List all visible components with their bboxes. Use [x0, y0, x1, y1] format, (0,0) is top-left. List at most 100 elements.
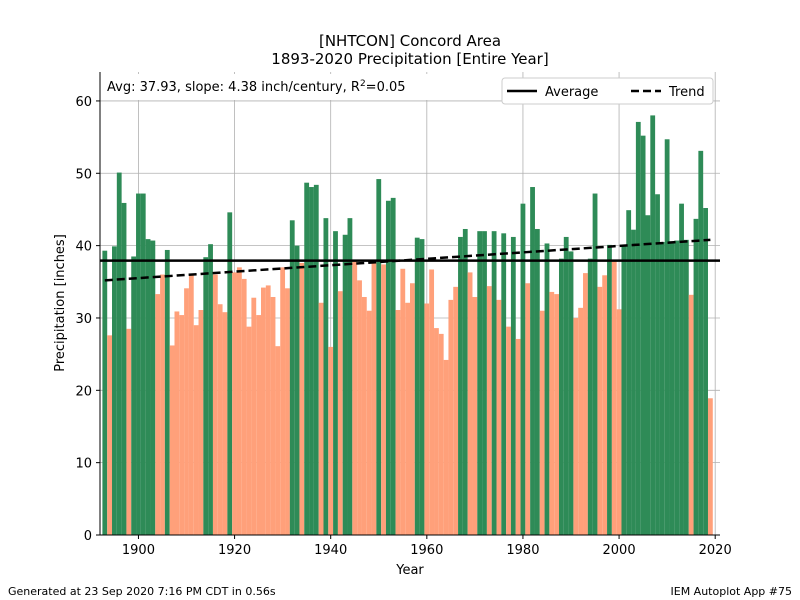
- bar-1971: [477, 231, 483, 535]
- bars: [102, 115, 713, 536]
- bar-2012: [674, 240, 680, 535]
- legend-trend-label: Trend: [668, 85, 705, 100]
- bar-1906: [164, 249, 170, 535]
- bar-1948: [366, 310, 372, 535]
- annotation-superscript: 2: [360, 79, 366, 89]
- bar-1927: [265, 285, 271, 535]
- bar-2005: [640, 135, 646, 535]
- bar-1909: [179, 315, 185, 535]
- bar-1984: [539, 310, 545, 535]
- bar-1990: [568, 251, 574, 535]
- bar-1923: [246, 326, 252, 535]
- bar-1953: [390, 197, 396, 536]
- bar-1919: [227, 212, 233, 536]
- bar-1955: [400, 268, 406, 535]
- bar-1996: [597, 286, 603, 535]
- bar-1957: [410, 283, 415, 535]
- bar-1980: [520, 203, 526, 535]
- bar-1938: [318, 302, 324, 535]
- bar-1992: [578, 307, 584, 535]
- bar-1917: [217, 304, 223, 535]
- bar-1965: [448, 299, 454, 535]
- bar-2009: [659, 242, 665, 535]
- bar-2008: [655, 194, 660, 536]
- bar-1903: [150, 240, 156, 535]
- bar-1932: [289, 220, 295, 535]
- legend: Average Trend: [501, 77, 714, 105]
- reference-lines: [100, 238, 720, 282]
- x-tick-label: 2000: [603, 543, 636, 558]
- bar-1934: [299, 262, 305, 535]
- bar-2007: [650, 115, 656, 535]
- bar-2004: [635, 121, 641, 536]
- bar-1947: [361, 296, 367, 535]
- bar-1973: [486, 286, 492, 535]
- bar-1898: [126, 328, 132, 535]
- x-tick-label: 2020: [699, 543, 732, 558]
- bar-2013: [679, 203, 684, 535]
- bar-1987: [554, 294, 559, 535]
- bar-1940: [328, 346, 334, 535]
- bar-1910: [184, 288, 189, 535]
- bar-1946: [357, 280, 362, 535]
- x-tick-label: 1920: [218, 543, 251, 558]
- bar-1939: [323, 218, 329, 535]
- bar-1945: [352, 260, 358, 535]
- bar-1928: [270, 296, 276, 535]
- bar-1988: [558, 258, 564, 535]
- bar-1981: [525, 283, 531, 535]
- bar-1951: [381, 264, 386, 535]
- bar-1908: [174, 311, 180, 535]
- bar-1960: [424, 303, 430, 535]
- bar-2006: [645, 215, 651, 535]
- bar-2017: [698, 150, 704, 536]
- bar-1941: [333, 231, 338, 535]
- bar-1974: [491, 231, 497, 535]
- bar-1979: [515, 338, 521, 535]
- bar-1922: [241, 278, 247, 535]
- x-tick-label: 1960: [410, 543, 443, 558]
- bar-2016: [693, 218, 699, 535]
- bar-1902: [145, 239, 151, 535]
- bar-1959: [419, 239, 425, 535]
- bar-2002: [626, 210, 632, 535]
- bar-1976: [501, 233, 507, 535]
- bar-1905: [160, 274, 165, 535]
- bar-1920: [232, 272, 237, 535]
- bar-1907: [169, 345, 175, 535]
- bar-2019: [707, 398, 713, 535]
- bar-2018: [703, 208, 708, 535]
- bar-1967: [458, 236, 463, 535]
- annotation-suffix: =0.05: [366, 80, 406, 95]
- bar-1924: [251, 297, 257, 535]
- bar-1956: [405, 302, 410, 535]
- bar-1895: [112, 246, 117, 535]
- tick-labels: 1900 1920 1940 1960 1980 2000 2020 0 10 20 30 40 50 6…: [75, 95, 731, 558]
- bar-1962: [434, 328, 439, 535]
- y-tick-label: 10: [75, 457, 92, 472]
- bar-1896: [116, 172, 122, 536]
- stats-annotation: Avg: 37.93, slope: 4.38 inch/century, R2…: [102, 74, 432, 100]
- bar-1989: [563, 236, 569, 535]
- bar-1893: [102, 250, 108, 535]
- y-tick-label: 60: [75, 95, 92, 110]
- bar-1911: [188, 273, 194, 535]
- y-tick-label: 50: [75, 167, 92, 182]
- bar-1958: [414, 237, 420, 536]
- bar-1950: [376, 179, 382, 535]
- bar-1975: [496, 299, 502, 535]
- trend-line: [104, 238, 711, 282]
- x-tick-label: 1900: [122, 543, 155, 558]
- footer-generated: Generated at 23 Sep 2020 7:16 PM CDT in …: [8, 585, 276, 598]
- bar-1968: [462, 228, 468, 535]
- y-axis-label: Precipitation [inches]: [53, 234, 68, 372]
- bar-1986: [549, 291, 555, 535]
- bar-1921: [236, 267, 242, 535]
- bar-1972: [482, 231, 487, 535]
- annotation-text: Avg: 37.93, slope: 4.38 inch/century, R: [107, 80, 360, 95]
- bar-1904: [155, 294, 161, 535]
- bar-1963: [438, 333, 444, 535]
- bar-1964: [443, 359, 449, 535]
- x-axis-label: Year: [395, 563, 424, 578]
